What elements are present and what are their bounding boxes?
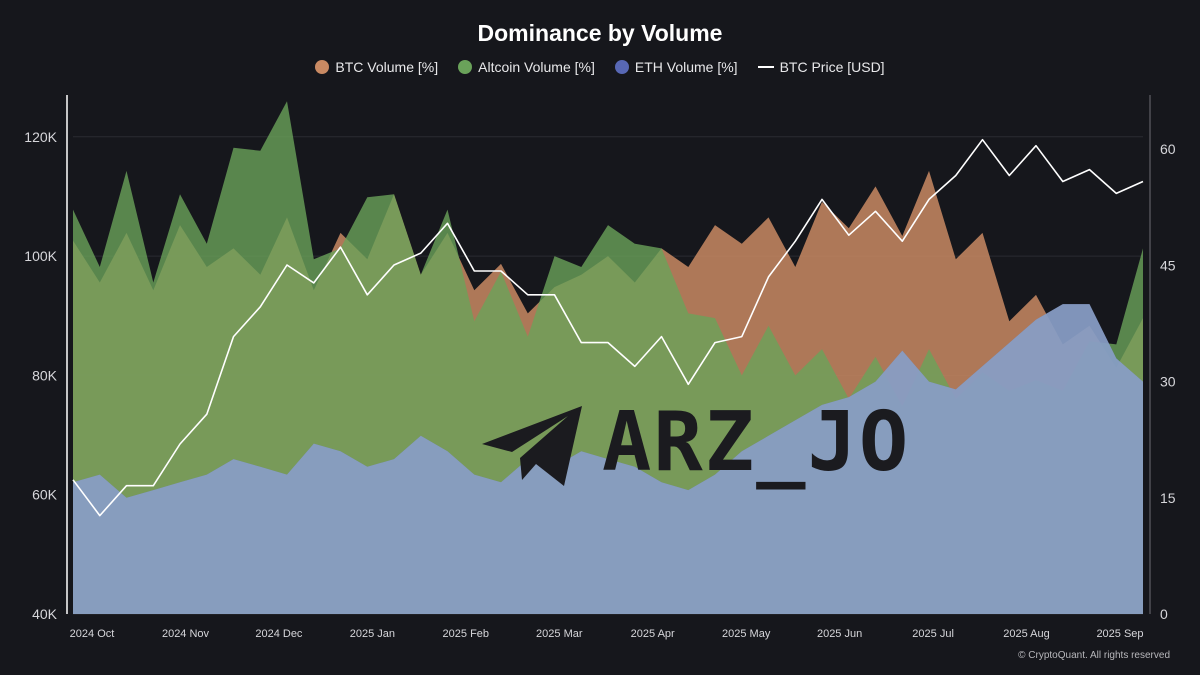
x-tick-label: 2024 Nov: [162, 628, 210, 640]
x-tick-label: 2025 Jul: [912, 628, 954, 640]
y-left-tick-label: 40K: [32, 606, 58, 622]
x-tick-label: 2025 Mar: [536, 628, 583, 640]
axes: 40K 60K 80K 100K 120K 0 15 30 45 60 2024 Oct 2024 N…: [24, 95, 1176, 640]
chart-title: Dominance by Volume: [477, 20, 723, 46]
legend-item-eth-volume[interactable]: ETH Volume [%]: [614, 59, 738, 75]
x-tick-label: 2025 Feb: [443, 628, 489, 640]
copyright-notice: © CryptoQuant. All rights reserved: [1018, 650, 1170, 661]
legend-swatch-altcoin-volume: [458, 60, 473, 74]
area-eth-volume-highlight: [73, 304, 1143, 614]
y-right-tick-label: 15: [1160, 490, 1176, 506]
legend-label-btc-volume: BTC Volume [%]: [335, 59, 439, 75]
y-left-tick-label: 120K: [24, 129, 57, 145]
legend-swatch-eth-volume: [614, 60, 629, 74]
y-right-tick-label: 0: [1160, 606, 1168, 622]
y-left-tick-label: 60K: [32, 487, 58, 503]
y-left-tick-label: 100K: [24, 248, 57, 264]
legend: BTC Volume [%] Altcoin Volume [%] ETH Vo…: [0, 59, 1200, 75]
legend-label-eth-volume: ETH Volume [%]: [634, 59, 738, 75]
line-btc-price: [72, 138, 1144, 517]
legend-item-altcoin-volume[interactable]: Altcoin Volume [%]: [458, 59, 595, 75]
x-tick-label: 2025 Apr: [631, 628, 675, 640]
legend-item-btc-volume[interactable]: BTC Volume [%]: [315, 59, 438, 75]
btc-price-series: [72, 138, 1144, 517]
y-right-tick-label: 45: [1160, 257, 1176, 273]
x-tick-label: 2025 Aug: [1003, 628, 1050, 640]
watermark-text: ARZ_JO: [602, 395, 911, 490]
x-tick-label: 2025 Jun: [817, 628, 862, 640]
x-tick-label: 2025 Jan: [350, 628, 395, 640]
y-right-tick-label: 60: [1160, 141, 1176, 157]
legend-label-altcoin-volume: Altcoin Volume [%]: [478, 59, 595, 75]
legend-swatch-btc-volume: [315, 60, 330, 74]
y-right-tick-label: 30: [1160, 374, 1176, 390]
x-tick-label: 2024 Oct: [70, 628, 115, 640]
x-tick-label: 2025 Sep: [1096, 628, 1143, 640]
x-tick-label: 2025 May: [722, 628, 771, 640]
legend-label-btc-price: BTC Price [USD]: [779, 59, 885, 75]
x-tick-label: 2024 Dec: [255, 628, 303, 640]
telegram-plane-icon: [482, 406, 582, 486]
series-areas: [73, 101, 1143, 614]
watermark: ARZ_JO: [478, 398, 910, 488]
y-left-tick-label: 80K: [32, 367, 58, 383]
legend-swatch-btc-price: [757, 66, 774, 68]
legend-item-btc-price[interactable]: BTC Price [USD]: [757, 59, 885, 75]
